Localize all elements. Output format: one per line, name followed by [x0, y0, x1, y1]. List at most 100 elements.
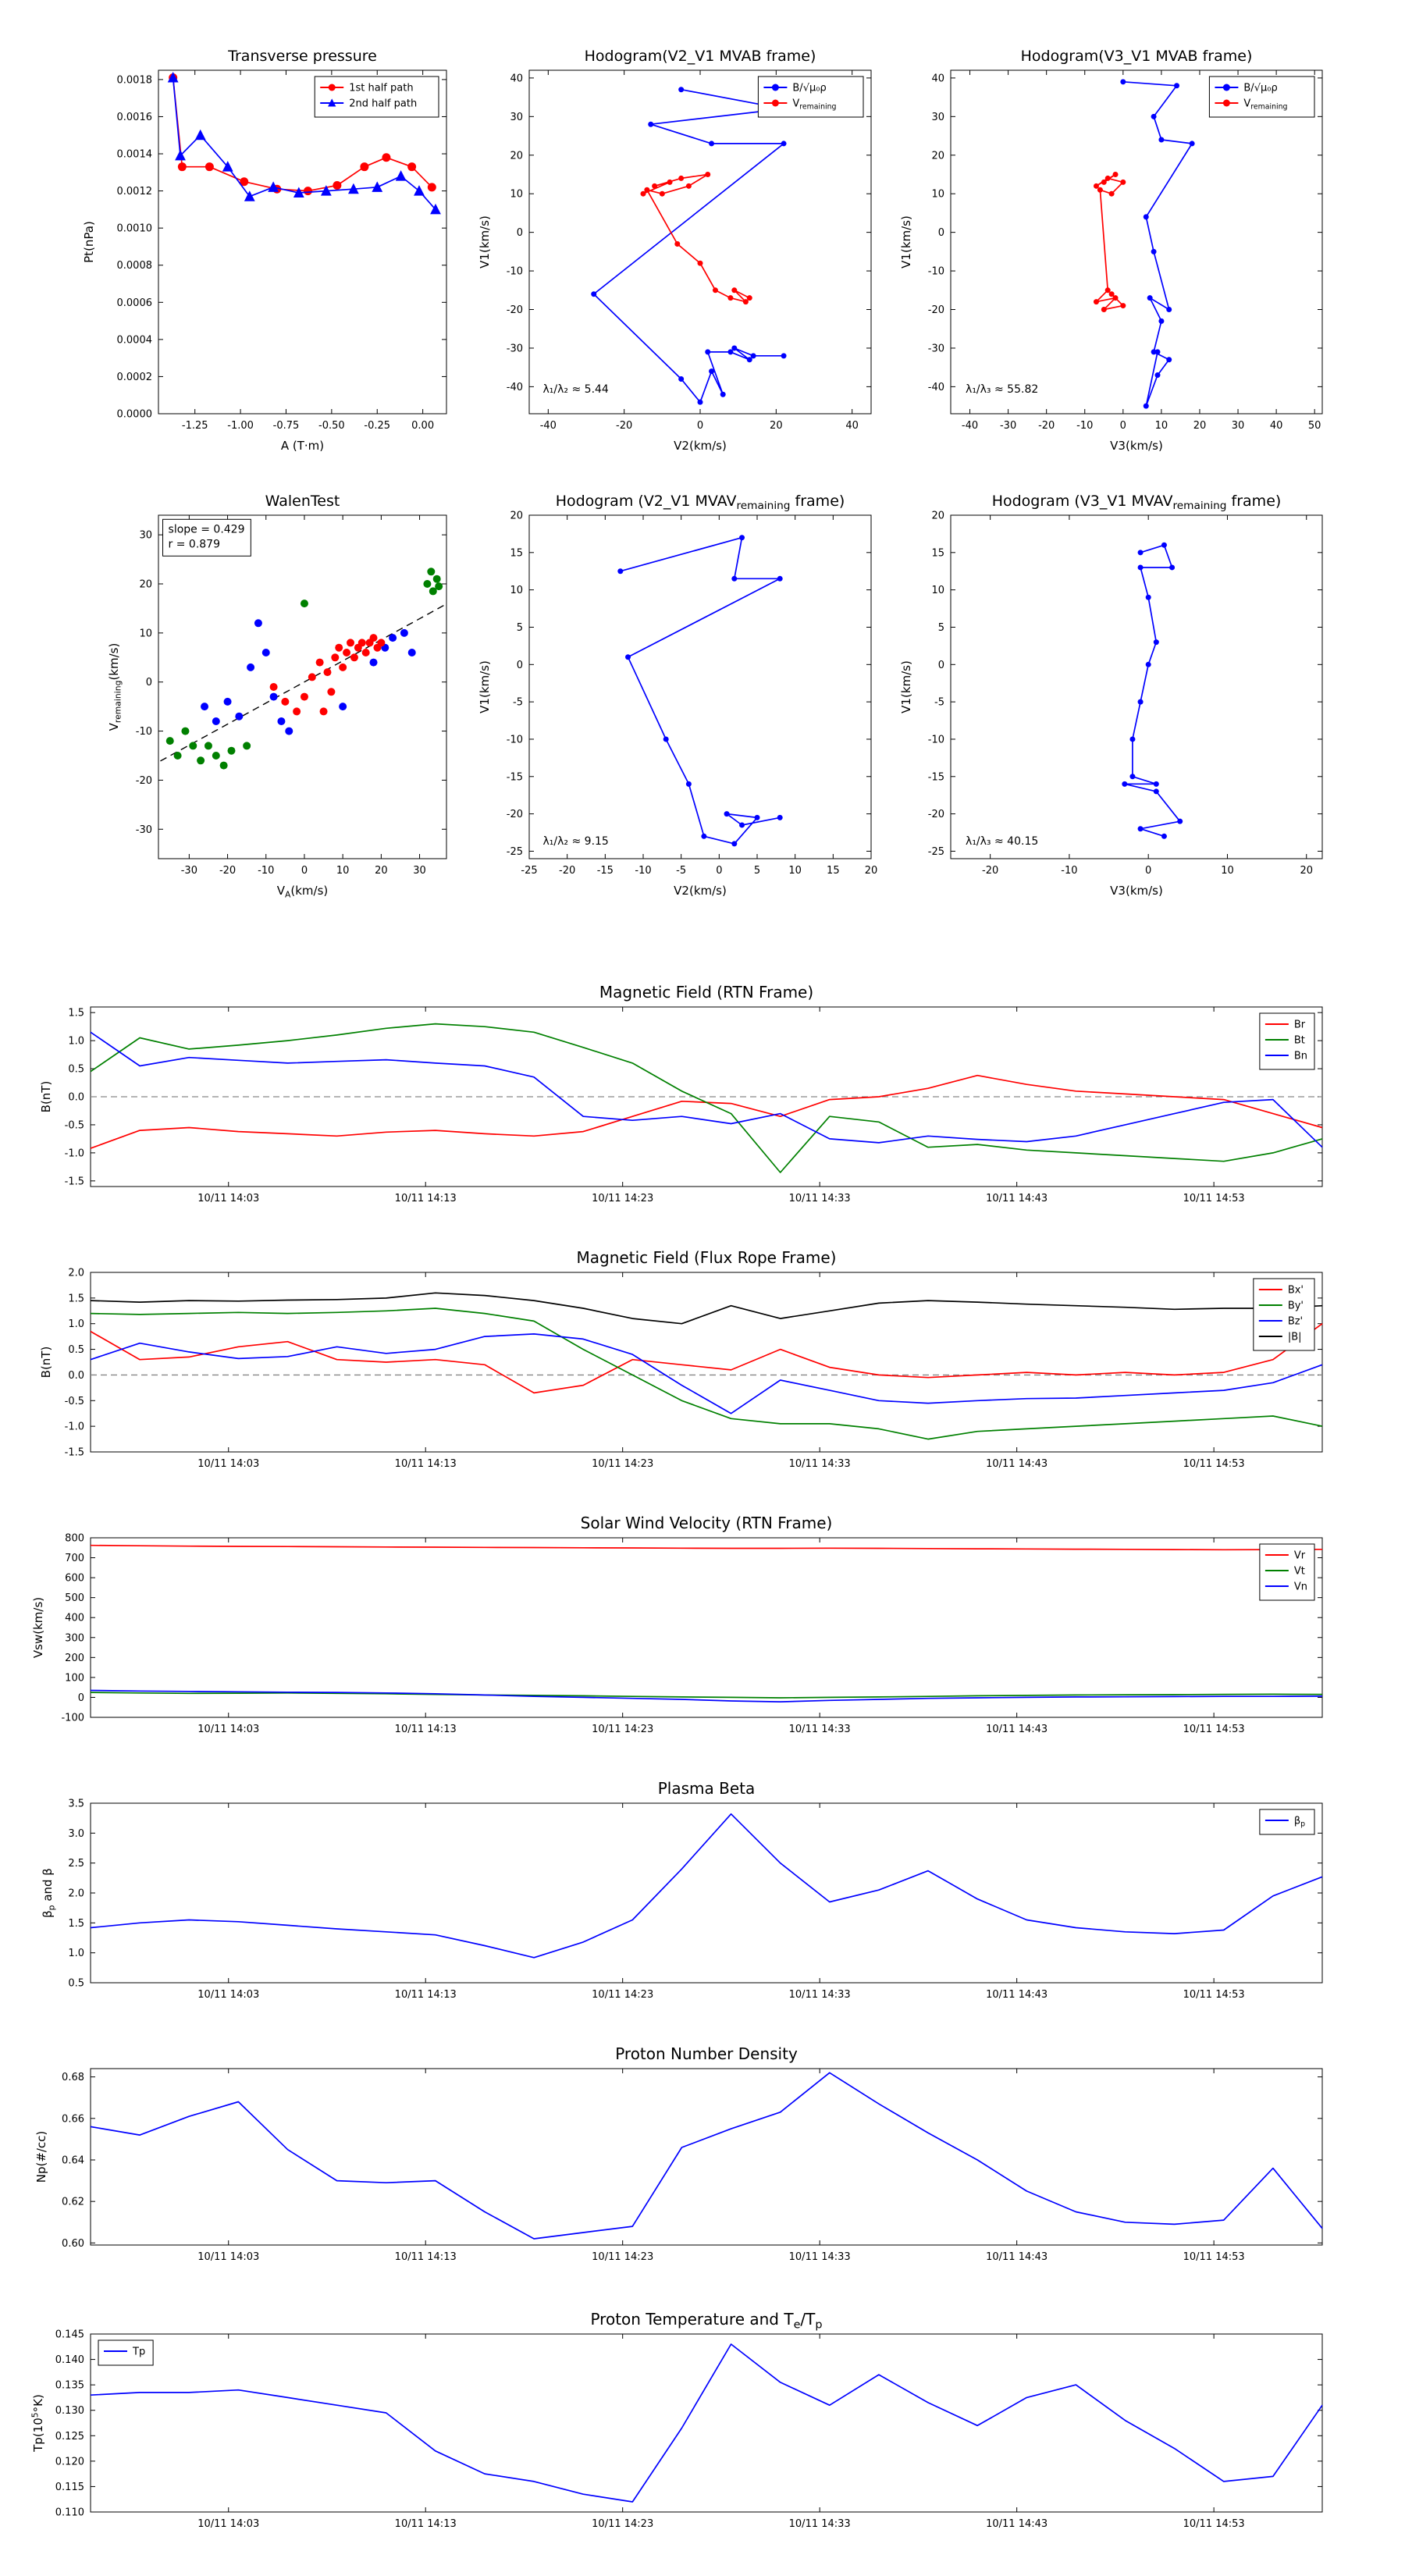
x-tick-label: -20 — [616, 420, 632, 432]
annotation-text: r = 0.879 — [169, 538, 220, 550]
y-tick-label: -20 — [928, 809, 944, 820]
y-tick-label: 2.0 — [68, 1888, 84, 1900]
data-point — [212, 752, 220, 760]
data-point — [328, 84, 336, 91]
x-tick-label: -1.00 — [227, 420, 254, 432]
data-point — [339, 663, 347, 671]
chart-hodogram-v3v1-mvav: -20 -10 0 10 20 -25 -20 -15 -10 -5 0 5 10 15 20 V3(km/s… — [899, 493, 1323, 898]
y-tick-label: 2.0 — [68, 1268, 84, 1279]
x-tick-label: 10/11 14:23 — [592, 1193, 653, 1204]
data-point — [678, 175, 685, 181]
y-tick-label: 1.0 — [68, 1318, 84, 1330]
y-tick-label: 0 — [146, 677, 152, 688]
legend-label: Br — [1294, 1019, 1306, 1031]
chart-title: WalenTest — [265, 493, 340, 510]
y-tick-label: -1.0 — [65, 1147, 84, 1159]
data-point — [350, 653, 358, 662]
data-point — [652, 183, 658, 189]
data-point — [244, 190, 255, 201]
x-tick-label: -0.50 — [318, 420, 345, 432]
data-point — [407, 162, 417, 172]
x-tick-label: 10/11 14:53 — [1183, 1724, 1245, 1735]
series-line — [90, 1308, 1323, 1440]
data-point — [235, 712, 244, 720]
x-tick-label: -1.25 — [182, 420, 208, 432]
x-tick-label: 10/11 14:53 — [1183, 2251, 1245, 2263]
x-tick-label: 10/11 14:23 — [592, 1724, 653, 1735]
x-tick-label: 10/11 14:03 — [197, 1458, 259, 1470]
y-tick-label: 0.130 — [55, 2405, 84, 2417]
y-tick-label: 0.60 — [62, 2238, 84, 2250]
x-tick-label: 10/11 14:53 — [1183, 1458, 1245, 1470]
data-point — [1104, 175, 1111, 181]
legend-label: |B| — [1288, 1332, 1302, 1343]
x-tick-label: 40 — [845, 420, 859, 432]
y-tick-label: 0 — [938, 660, 944, 671]
y-tick-label: -5 — [513, 697, 523, 709]
data-point — [1122, 781, 1128, 787]
data-point — [197, 756, 205, 765]
x-tick-label: 10/11 14:53 — [1183, 1193, 1245, 1204]
legend-label: Vn — [1294, 1582, 1307, 1593]
y-tick-label: 600 — [65, 1573, 84, 1585]
data-point — [667, 179, 673, 185]
y-tick-label: 30 — [510, 112, 523, 123]
x-tick-label: 10/11 14:33 — [789, 1989, 851, 2001]
x-tick-label: 10/11 14:13 — [395, 2518, 457, 2530]
data-point — [395, 170, 407, 181]
series-line — [90, 2343, 1323, 2503]
x-tick-label: -30 — [1000, 420, 1016, 432]
data-point — [1120, 79, 1126, 85]
data-point — [1137, 564, 1144, 571]
annotation-text: λ₁/λ₂ ≈ 9.15 — [543, 835, 609, 848]
data-point — [1153, 639, 1159, 646]
data-point — [382, 153, 391, 162]
legend-box — [1259, 1809, 1315, 1835]
data-point — [323, 668, 332, 677]
y-tick-label: 10 — [510, 585, 523, 596]
x-tick-label: 10/11 14:23 — [592, 2518, 653, 2530]
x-axis-label: V2(km/s) — [674, 884, 727, 898]
data-point — [709, 141, 715, 147]
data-point — [269, 683, 278, 691]
legend-label: By' — [1288, 1300, 1304, 1312]
x-tick-label: 10/11 14:33 — [789, 1193, 851, 1204]
legend-label: Bt — [1294, 1035, 1305, 1047]
chart-title: Magnetic Field (Flux Rope Frame) — [577, 1248, 837, 1267]
chart-title: Transverse pressure — [227, 48, 377, 65]
x-tick-label: 20 — [1193, 420, 1207, 432]
data-point — [1101, 307, 1107, 313]
chart-title: Solar Wind Velocity (RTN Frame) — [581, 1514, 833, 1532]
data-point — [327, 688, 336, 696]
x-tick-label: 20 — [1300, 865, 1313, 877]
y-tick-label: 0.145 — [55, 2329, 84, 2341]
y-tick-label: 700 — [65, 1553, 84, 1564]
data-point — [705, 171, 711, 177]
data-point — [254, 619, 262, 628]
data-point — [240, 177, 249, 187]
y-tick-label: -25 — [507, 846, 523, 858]
data-point — [194, 129, 206, 141]
data-point — [591, 291, 597, 297]
x-tick-label: 0 — [716, 865, 722, 877]
data-point — [430, 203, 441, 215]
data-point — [400, 628, 408, 637]
data-point — [1120, 303, 1126, 309]
series-line — [90, 1689, 1323, 1703]
x-tick-label: -5 — [676, 865, 686, 877]
y-tick-label: -15 — [507, 771, 523, 783]
data-point — [293, 187, 304, 197]
legend-label: Vremaining — [1243, 98, 1287, 112]
series-line — [90, 1813, 1323, 1959]
x-tick-label: 10/11 14:23 — [592, 1989, 653, 2001]
x-tick-label: 50 — [1308, 420, 1321, 432]
x-tick-label: 10 — [336, 865, 350, 877]
annotation-text: λ₁/λ₂ ≈ 5.44 — [543, 383, 609, 396]
data-point — [727, 349, 734, 355]
data-point — [739, 535, 745, 541]
data-point — [648, 121, 654, 127]
data-point — [1166, 357, 1172, 363]
plot-area — [950, 514, 1323, 859]
x-tick-label: 0.00 — [411, 420, 434, 432]
